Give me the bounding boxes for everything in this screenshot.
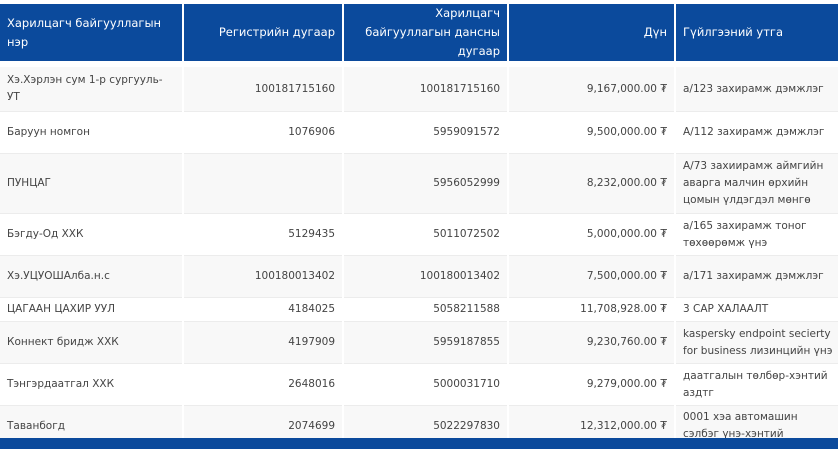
cell-account: 5058211588 [344, 298, 507, 322]
table-row: Хэ.Хэрлэн сум 1-р сургууль-УТ 10018171516… [0, 67, 838, 112]
cell-register: 1076906 [184, 112, 342, 154]
table-row: ЦАГААН ЦАХИР УУЛ 4184025 5058211588 11,708,… [0, 298, 838, 322]
cell-register: 5129435 [184, 214, 342, 256]
cell-amount: 7,500,000.00 ₮ [509, 256, 674, 298]
footer-bar [0, 438, 838, 449]
cell-account: 5959187855 [344, 322, 507, 364]
cell-account: 100181715160 [344, 67, 507, 112]
cell-description: а/165 захирамж тоног төхөөрөмж үнэ [676, 214, 838, 256]
cell-description: а/171 захирамж дэмжлэг [676, 256, 838, 298]
table-row: Бэгду-Од ХХК 5129435 5011072502 5,000,000.0… [0, 214, 838, 256]
cell-amount: 5,000,000.00 ₮ [509, 214, 674, 256]
cell-register: 2648016 [184, 364, 342, 406]
cell-description: а/123 захирамж дэмжлэг [676, 67, 838, 112]
table-row: Коннект бридж ХХК 4197909 5959187855 9,230,… [0, 322, 838, 364]
cell-description: А/73 захиирамж аймгийн аварга малчин өрх… [676, 154, 838, 214]
cell-register: 4184025 [184, 298, 342, 322]
cell-name: Тэнгэрдаатгал ХХК [0, 364, 182, 406]
table-header-row: Харилцагч байгууллагын нэр Регистрийн ду… [0, 4, 838, 61]
cell-account: 100180013402 [344, 256, 507, 298]
table-row: Хэ.УЦУОШАлба.н.с 100180013402 100180013402… [0, 256, 838, 298]
cell-register [184, 154, 342, 214]
cell-register: 100180013402 [184, 256, 342, 298]
table-row: Тэнгэрдаатгал ХХК 2648016 5000031710 9,279,… [0, 364, 838, 406]
header-amount[interactable]: Дүн [509, 4, 674, 61]
header-description[interactable]: Гүйлгээний утга [676, 4, 838, 61]
cell-name: Хэ.Хэрлэн сум 1-р сургууль-УТ [0, 67, 182, 112]
cell-account: 5011072502 [344, 214, 507, 256]
cell-name: Хэ.УЦУОШАлба.н.с [0, 256, 182, 298]
cell-register: 100181715160 [184, 67, 342, 112]
cell-name: Баруун номгон [0, 112, 182, 154]
cell-description: 3 САР ХАЛААЛТ [676, 298, 838, 322]
cell-name: Коннект бридж ХХК [0, 322, 182, 364]
cell-account: 5959091572 [344, 112, 507, 154]
cell-description: kaspersky endpoint secierty for business… [676, 322, 838, 364]
table-row: ПУНЦАГ 5956052999 8,232,000.00 ₮ А/73 захии… [0, 154, 838, 214]
header-account[interactable]: Харилцагч байгууллагын дансны дугаар [344, 4, 507, 61]
cell-amount: 8,232,000.00 ₮ [509, 154, 674, 214]
header-name[interactable]: Харилцагч байгууллагын нэр [0, 4, 182, 61]
cell-amount: 9,230,760.00 ₮ [509, 322, 674, 364]
header-register[interactable]: Регистрийн дугаар [184, 4, 342, 61]
cell-description: А/112 захирамж дэмжлэг [676, 112, 838, 154]
cell-register: 4197909 [184, 322, 342, 364]
table-row: Баруун номгон 1076906 5959091572 9,500,000.… [0, 112, 838, 154]
cell-name: ЦАГААН ЦАХИР УУЛ [0, 298, 182, 322]
cell-name: Бэгду-Од ХХК [0, 214, 182, 256]
cell-amount: 11,708,928.00 ₮ [509, 298, 674, 322]
cell-amount: 9,279,000.00 ₮ [509, 364, 674, 406]
cell-amount: 9,167,000.00 ₮ [509, 67, 674, 112]
cell-account: 5000031710 [344, 364, 507, 406]
cell-account: 5956052999 [344, 154, 507, 214]
transactions-table: Харилцагч байгууллагын нэр Регистрийн ду… [0, 4, 838, 447]
cell-amount: 9,500,000.00 ₮ [509, 112, 674, 154]
cell-description: даатгалын төлбөр-хэнтий аздтг [676, 364, 838, 406]
cell-name: ПУНЦАГ [0, 154, 182, 214]
